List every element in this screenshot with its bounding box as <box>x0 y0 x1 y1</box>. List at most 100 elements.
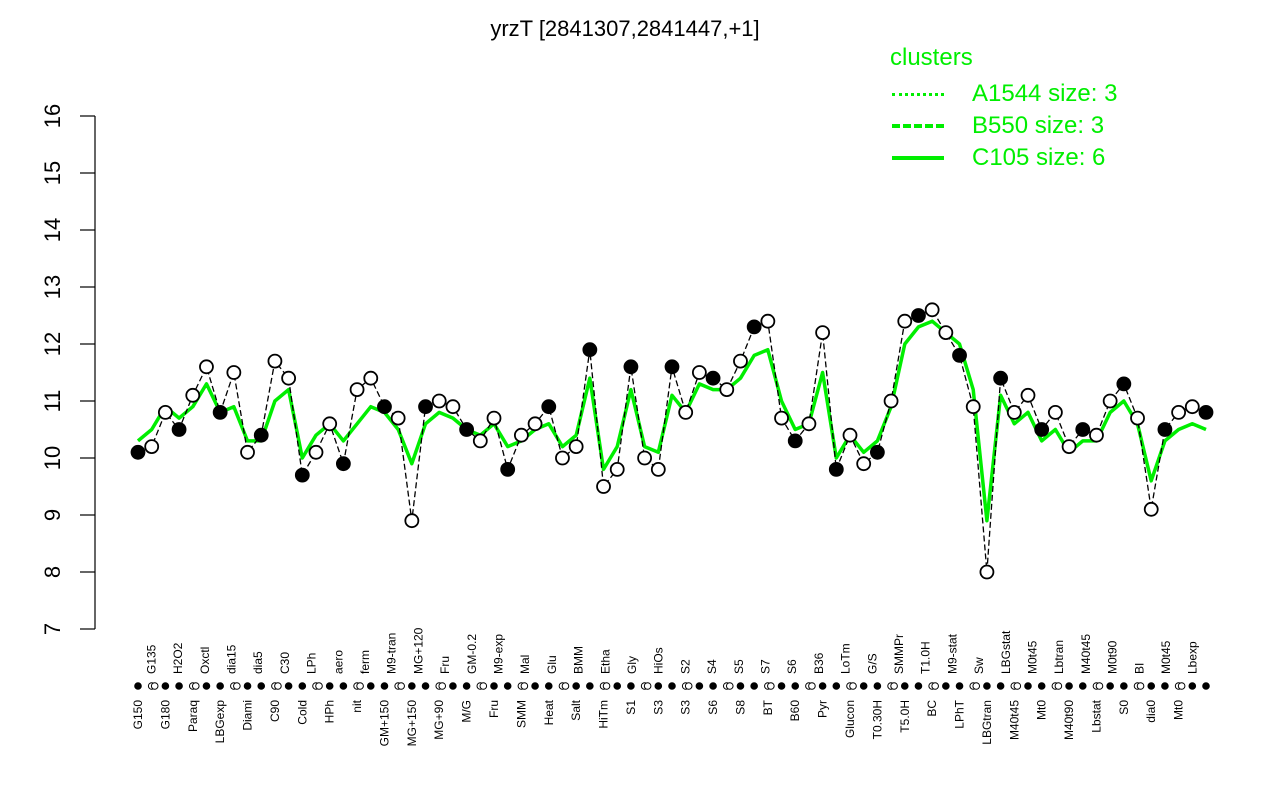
svg-text:M40t90: M40t90 <box>1062 700 1076 740</box>
svg-text:GM+150: GM+150 <box>377 700 391 747</box>
svg-text:LPhT: LPhT <box>953 699 967 728</box>
svg-text:Pyr: Pyr <box>816 700 830 718</box>
svg-text:ferm: ferm <box>358 650 372 674</box>
svg-text:dia5: dia5 <box>251 651 265 674</box>
y-tick-label: 13 <box>40 274 65 300</box>
y-tick-label: 15 <box>40 160 65 186</box>
svg-text:aero: aero <box>331 650 345 674</box>
svg-text:M9-exp: M9-exp <box>491 634 505 674</box>
svg-text:M9-stat: M9-stat <box>945 633 959 674</box>
svg-text:S3: S3 <box>679 700 693 715</box>
svg-text:Lbstat: Lbstat <box>1089 699 1103 732</box>
svg-text:Fru: Fru <box>438 656 452 674</box>
svg-text:Etha: Etha <box>598 649 612 674</box>
svg-text:Mt0: Mt0 <box>1035 700 1049 720</box>
svg-text:M0t45: M0t45 <box>1159 640 1173 674</box>
svg-text:S8: S8 <box>733 700 747 715</box>
legend-label: B550 size: 3 <box>972 112 1105 139</box>
data-points <box>130 302 1214 580</box>
svg-text:dia0: dia0 <box>1144 700 1158 723</box>
svg-text:S2: S2 <box>678 659 692 674</box>
svg-text:S1: S1 <box>624 700 638 715</box>
legend-entry-b550: B550 size: 3 <box>888 110 1117 142</box>
legend-entry-c105: C105 size: 6 <box>888 142 1117 174</box>
svg-text:LBGstat: LBGstat <box>999 630 1013 674</box>
svg-text:BMM: BMM <box>572 646 586 674</box>
svg-text:Salt: Salt <box>569 699 583 720</box>
svg-text:B60: B60 <box>788 700 802 722</box>
dashed-line-icon <box>892 124 944 128</box>
svg-text:Lbexp: Lbexp <box>1186 641 1200 674</box>
svg-text:G150: G150 <box>131 700 145 730</box>
legend-label: A1544 size: 3 <box>972 80 1118 107</box>
svg-text:nit: nit <box>350 699 364 712</box>
svg-text:SMM: SMM <box>514 700 528 728</box>
y-tick-label: 16 <box>40 103 65 129</box>
svg-text:MG+120: MG+120 <box>411 627 425 674</box>
svg-text:Sw: Sw <box>972 657 986 674</box>
y-tick-label: 12 <box>40 331 65 357</box>
svg-text:H2O2: H2O2 <box>171 642 185 674</box>
svg-text:M9-tran: M9-tran <box>385 633 399 674</box>
svg-text:LoTm: LoTm <box>839 643 853 674</box>
svg-text:M40t45: M40t45 <box>1007 700 1021 740</box>
svg-text:B36: B36 <box>812 652 826 674</box>
svg-text:G180: G180 <box>158 700 172 730</box>
y-tick-label: 8 <box>40 565 65 579</box>
svg-text:GM-0.2: GM-0.2 <box>465 634 479 674</box>
svg-text:M40t45: M40t45 <box>1079 634 1093 674</box>
svg-text:Mal: Mal <box>518 655 532 674</box>
legend-label: C105 size: 6 <box>972 144 1106 171</box>
plot-lines <box>136 308 1207 573</box>
legend-title: clusters <box>890 44 973 71</box>
svg-text:Cold: Cold <box>295 700 309 725</box>
svg-text:HPh: HPh <box>323 700 337 723</box>
y-axis <box>80 115 96 630</box>
svg-text:Glucon: Glucon <box>843 700 857 738</box>
svg-text:Gly: Gly <box>625 656 639 674</box>
svg-text:MG+90: MG+90 <box>432 700 446 740</box>
svg-text:Heat: Heat <box>542 699 556 725</box>
legend-entry-a1544: A1544 size: 3 <box>888 78 1117 110</box>
svg-text:C90: C90 <box>268 700 282 722</box>
svg-text:Mt0: Mt0 <box>1172 700 1186 720</box>
x-axis-rug <box>134 682 1210 690</box>
svg-text:S6: S6 <box>785 659 799 674</box>
svg-text:T1.0H: T1.0H <box>919 641 933 674</box>
svg-text:T5.0H: T5.0H <box>898 700 912 733</box>
svg-text:Glu: Glu <box>545 655 559 674</box>
svg-text:S4: S4 <box>705 659 719 674</box>
svg-text:LBGexp: LBGexp <box>213 700 227 744</box>
svg-text:C30: C30 <box>278 652 292 674</box>
y-tick-label: 9 <box>40 508 65 522</box>
y-tick-label: 14 <box>40 217 65 243</box>
svg-text:Paraq: Paraq <box>186 700 200 732</box>
svg-text:S5: S5 <box>732 659 746 674</box>
svg-text:M/G: M/G <box>460 700 474 723</box>
x-axis-labels: G135 H2O2 Oxctl dia15 dia5 C30 LPh aero ferm M9-t… <box>131 627 1200 746</box>
svg-text:BI: BI <box>1132 663 1146 674</box>
svg-text:S0: S0 <box>1117 700 1131 715</box>
svg-text:HiTm: HiTm <box>597 700 611 729</box>
svg-text:MG+150: MG+150 <box>405 700 419 747</box>
chart-title: yrzT [2841307,2841447,+1] <box>490 16 760 41</box>
svg-text:HiOs: HiOs <box>652 647 666 674</box>
y-tick-label: 11 <box>40 389 65 413</box>
svg-text:LPh: LPh <box>305 653 319 674</box>
svg-text:Fru: Fru <box>487 700 501 718</box>
svg-text:LBGtran: LBGtran <box>980 700 994 745</box>
svg-text:S3: S3 <box>651 700 665 715</box>
dotted-line-icon <box>892 92 944 96</box>
svg-text:dia15: dia15 <box>224 644 238 674</box>
svg-text:M0t45: M0t45 <box>1025 640 1039 674</box>
y-tick-label: 10 <box>40 445 65 471</box>
svg-text:BC: BC <box>925 700 939 717</box>
svg-text:Diami: Diami <box>241 700 255 731</box>
y-tick-label: 7 <box>40 622 65 636</box>
svg-text:S6: S6 <box>706 700 720 715</box>
svg-text:BT: BT <box>761 699 775 715</box>
svg-text:G/S: G/S <box>865 653 879 674</box>
solid-line-icon <box>892 156 944 160</box>
svg-text:G135: G135 <box>144 644 158 674</box>
